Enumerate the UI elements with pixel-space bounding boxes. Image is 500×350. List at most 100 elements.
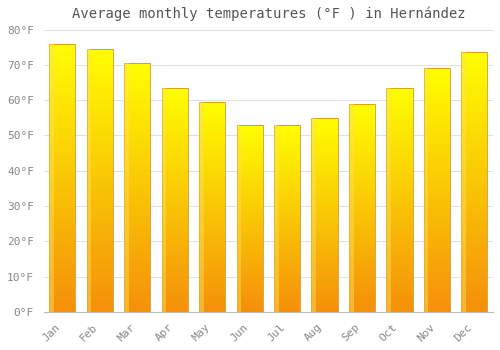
Bar	[199, 228, 226, 231]
Bar	[274, 253, 300, 256]
Bar	[274, 207, 300, 209]
Bar	[386, 253, 412, 256]
Bar	[162, 298, 188, 301]
Bar	[424, 154, 450, 157]
Bar	[124, 250, 150, 253]
Bar	[199, 110, 226, 112]
Bar	[386, 208, 412, 211]
Bar	[424, 126, 450, 129]
Bar	[461, 205, 487, 208]
Bar	[312, 166, 338, 169]
Bar	[424, 148, 450, 150]
Bar	[50, 67, 76, 70]
Bar	[349, 265, 375, 268]
Bar	[236, 244, 262, 246]
Bar	[124, 259, 150, 262]
Bar	[386, 149, 412, 152]
Bar	[162, 158, 188, 161]
Bar	[199, 254, 226, 257]
Bar	[274, 230, 300, 232]
Bar	[274, 144, 300, 146]
Bar	[162, 152, 188, 155]
Bar	[424, 80, 450, 84]
Bar	[50, 121, 76, 124]
Bar	[199, 275, 226, 278]
Bar	[274, 246, 300, 249]
Bar	[274, 279, 300, 281]
Bar	[162, 287, 188, 289]
Bar	[349, 257, 375, 260]
Bar	[124, 194, 150, 197]
Bar	[124, 290, 150, 293]
Bar	[424, 169, 450, 172]
Bar	[274, 162, 300, 164]
Bar	[199, 120, 226, 123]
Bar	[386, 250, 412, 253]
Bar	[50, 272, 76, 275]
Bar	[86, 273, 113, 276]
Bar	[236, 216, 262, 218]
Bar	[236, 130, 262, 132]
Bar	[199, 309, 226, 312]
Bar	[424, 294, 450, 297]
Bar	[162, 270, 188, 273]
Bar	[461, 211, 487, 215]
Bar	[236, 284, 262, 286]
Bar	[162, 119, 188, 121]
Bar	[274, 218, 300, 221]
Bar	[349, 130, 375, 132]
Bar	[424, 215, 450, 218]
Bar	[124, 222, 150, 225]
Bar	[86, 148, 113, 151]
Bar	[461, 198, 487, 202]
Bar	[199, 126, 226, 128]
Bar	[86, 167, 113, 170]
Bar	[199, 236, 226, 238]
Bar	[162, 222, 188, 225]
Bar	[86, 89, 113, 92]
Bar	[50, 151, 76, 154]
Bar	[199, 215, 226, 217]
Bar	[386, 261, 412, 264]
Bar	[349, 307, 375, 309]
Bar	[86, 141, 113, 144]
Bar	[86, 177, 113, 181]
Bar	[236, 251, 262, 253]
Bar	[124, 122, 150, 125]
Bar	[50, 299, 76, 302]
Bar	[199, 265, 226, 267]
Bar	[349, 184, 375, 187]
Bar	[199, 112, 226, 115]
Bar	[274, 193, 300, 195]
Bar	[50, 91, 76, 94]
Bar	[274, 277, 300, 279]
Bar	[274, 281, 300, 284]
Bar	[312, 266, 338, 268]
Bar	[162, 273, 188, 275]
Bar	[50, 77, 76, 80]
Bar	[349, 135, 375, 138]
Bar	[236, 256, 262, 258]
Bar	[50, 127, 76, 131]
Bar	[312, 161, 338, 164]
Bar	[424, 141, 450, 145]
Bar	[236, 200, 262, 202]
Bar	[312, 118, 316, 312]
Bar	[424, 227, 450, 230]
Bar	[162, 88, 188, 312]
Bar	[86, 181, 113, 184]
Bar	[386, 116, 412, 119]
Bar	[199, 299, 226, 301]
Bar	[274, 293, 300, 295]
Bar	[162, 93, 188, 96]
Bar	[124, 184, 150, 188]
Bar	[312, 125, 338, 127]
Bar	[162, 309, 188, 312]
Bar	[86, 174, 113, 177]
Bar	[424, 230, 450, 233]
Bar	[461, 247, 487, 250]
Bar	[274, 298, 300, 300]
Bar	[424, 306, 450, 309]
Bar	[124, 63, 150, 66]
Bar	[349, 252, 375, 255]
